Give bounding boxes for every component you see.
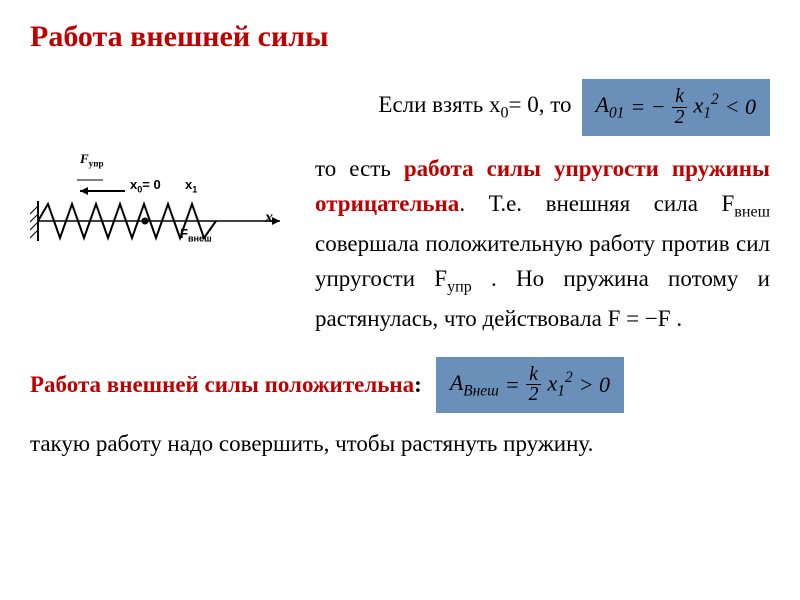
f2-lhs: A	[450, 370, 463, 395]
pw-colon: :	[414, 372, 422, 397]
f2-num: k	[526, 365, 541, 386]
fupr-sub: упр	[89, 158, 104, 168]
fvnesh-sub: внеш	[188, 233, 212, 243]
pw-text: Работа внешней силы положительна	[30, 372, 414, 397]
label-x0: x0= 0	[130, 177, 161, 195]
f1-cmp: < 0	[725, 94, 756, 120]
body-paragraph: то есть работа силы упругости пружины от…	[315, 151, 770, 337]
f1-lhs-sub: 01	[609, 104, 624, 121]
positive-work-row: Работа внешней силы положительна: AВнеш …	[30, 357, 770, 414]
label-fupr: Fупр	[80, 151, 104, 169]
f1-lhs: A	[596, 92, 609, 117]
label-x1: x1	[185, 177, 197, 195]
closing-text: такую работу надо совершить, чтобы растя…	[30, 431, 770, 457]
bp-c: . Т.е. внешняя сила F	[459, 191, 734, 216]
f2-vsup: 2	[565, 369, 573, 386]
f1-vsub: 1	[703, 105, 711, 122]
label-xaxis: x	[265, 209, 273, 227]
intro-row: Если взять x0= 0, то A01 = − k 2 x12 < 0	[30, 79, 770, 136]
f1-num: k	[672, 87, 687, 108]
f1-var: x	[693, 93, 703, 118]
x1-sub: 1	[192, 184, 197, 194]
positive-work-label: Работа внешней силы положительна:	[30, 372, 422, 398]
formula-a01: A01 = − k 2 x12 < 0	[582, 79, 770, 136]
f2-frac: k 2	[526, 365, 542, 406]
bp-d-sub: упр	[447, 279, 472, 296]
page-title: Работа внешней силы	[30, 20, 770, 54]
f1-eq: = −	[630, 94, 665, 120]
mid-section: Fупр x0= 0 x1 x Fвнеш то есть работа сил…	[30, 151, 770, 337]
f2-vsub: 1	[557, 383, 565, 400]
x0-eq: = 0	[142, 177, 160, 192]
fupr-f: F	[80, 151, 89, 166]
f2-den: 2	[526, 385, 542, 405]
intro-text: Если взять x0= 0, то	[378, 92, 571, 123]
spring-diagram: Fупр x0= 0 x1 x Fвнеш	[30, 151, 290, 337]
intro-suffix: = 0, то	[509, 92, 572, 117]
intro-prefix: Если взять x	[378, 92, 500, 117]
f1-vsup: 2	[711, 91, 719, 108]
intro-sub: 0	[501, 105, 509, 122]
bp-a: то есть	[315, 156, 404, 181]
formula-avnesh: AВнеш = k 2 x12 > 0	[436, 357, 624, 414]
bp-c-sub: внеш	[734, 204, 770, 221]
f2-eq: =	[505, 372, 520, 398]
fvnesh-f: F	[180, 226, 188, 241]
f2-var: x	[548, 370, 558, 395]
label-fvnesh: Fвнеш	[180, 226, 212, 244]
f2-lhs-sub: Внеш	[463, 382, 499, 399]
f2-cmp: > 0	[579, 372, 610, 398]
f1-den: 2	[672, 108, 688, 128]
f1-frac: k 2	[672, 87, 688, 128]
